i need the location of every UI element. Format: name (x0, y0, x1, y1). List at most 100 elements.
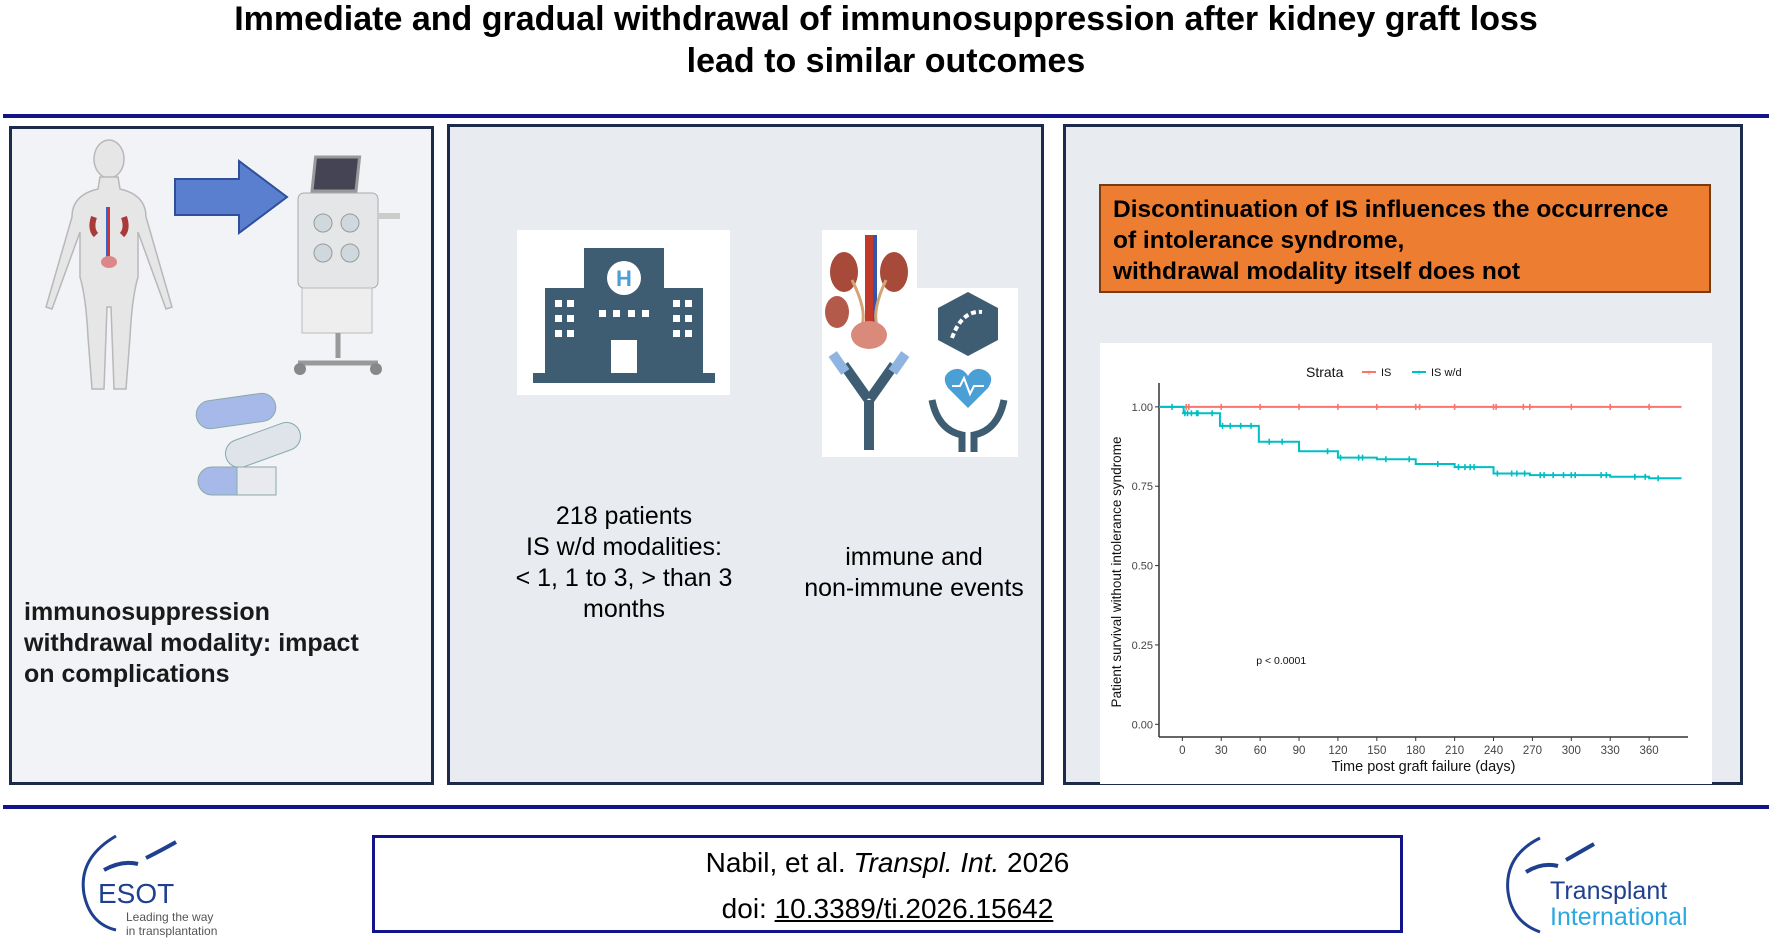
km-curve-is-w-d (1159, 405, 1682, 480)
title: Immediate and gradual withdrawal of immu… (0, 0, 1772, 82)
x-tick-label: 60 (1254, 745, 1267, 757)
x-tick-label: 0 (1179, 745, 1185, 757)
hospital-icon: H (517, 230, 730, 395)
esot-logo: ESOT Leading the way in transplantation (81, 834, 217, 938)
censor-mark (1568, 403, 1575, 410)
censor-mark (1461, 464, 1468, 471)
censor-mark (1279, 438, 1286, 445)
x-tick-label: 270 (1523, 745, 1542, 757)
censor-mark (1406, 456, 1413, 463)
panel-study-cohort: H (447, 124, 1044, 785)
svg-text:in transplantation: in transplantation (126, 924, 217, 938)
x-axis-label: Time post graft failure (days) (1332, 759, 1516, 775)
cohort-description: 218 patients IS w/d modalities: < 1, 1 t… (515, 502, 733, 623)
censor-mark (1521, 470, 1528, 477)
x-tick-label: 120 (1328, 745, 1347, 757)
key-finding-box: Discontinuation of IS influences the occ… (1099, 184, 1711, 293)
transplant-international-logo: Transplant International (1506, 836, 1688, 934)
censor-mark (1646, 403, 1653, 410)
censor-mark (1188, 410, 1195, 417)
censor-mark (1416, 403, 1423, 410)
censor-mark (1337, 454, 1344, 461)
organ-event-icons (822, 230, 1018, 457)
censor-mark (1560, 472, 1567, 479)
p-value-annotation: p < 0.0001 (1256, 655, 1306, 667)
legend-label-0: IS (1381, 367, 1391, 379)
censor-mark (1194, 410, 1201, 417)
x-tick-label: 180 (1406, 745, 1425, 757)
kidney-organs-icon (825, 235, 908, 349)
censor-mark (1257, 403, 1264, 410)
x-tick-label: 90 (1293, 745, 1306, 757)
censor-mark (1227, 422, 1234, 429)
legend-censor-mark-0: + (1366, 368, 1371, 378)
x-tick-label: 300 (1562, 745, 1581, 757)
censor-mark (1494, 470, 1501, 477)
censor-mark (1451, 403, 1458, 410)
heart-hands-icon (928, 368, 1008, 452)
censor-mark (1334, 403, 1341, 410)
censor-mark (1324, 448, 1331, 455)
censor-mark (1219, 422, 1226, 429)
y-tick-label: 0.25 (1132, 640, 1153, 652)
censor-mark (1455, 464, 1462, 471)
events-description: immune and non-immune events (804, 543, 1024, 602)
censor-mark (1520, 403, 1527, 410)
censor-mark (1572, 472, 1579, 479)
censor-mark (1266, 438, 1273, 445)
censor-mark (1471, 464, 1478, 471)
title-line-2: lead to similar outcomes (686, 42, 1086, 80)
doi-link[interactable]: 10.3389/ti.2026.15642 (774, 893, 1054, 924)
censor-mark (1598, 472, 1605, 479)
y-tick-label: 0.50 (1132, 561, 1153, 573)
svg-text:Transplant: Transplant (1550, 877, 1667, 905)
x-tick-label: 150 (1367, 745, 1386, 757)
legend-censor-mark-1: + (1416, 368, 1421, 378)
y-tick-label: 1.00 (1132, 402, 1153, 414)
censor-mark (1550, 472, 1557, 479)
censor-mark (1248, 422, 1255, 429)
censor-mark (1513, 470, 1520, 477)
censor-mark (1541, 472, 1548, 479)
censor-mark (1209, 410, 1216, 417)
censor-mark (1382, 456, 1389, 463)
censor-mark (1237, 422, 1244, 429)
censor-mark (1508, 470, 1515, 477)
km-survival-chart: 0.00 0.25 0.50 0.75 1.00 0 30 60 90 120 150 180 210 2… (1100, 343, 1712, 784)
virus-icon (938, 292, 998, 356)
y-axis-label: Patient survival without intolerance syn… (1109, 437, 1124, 708)
panel-results: Discontinuation of IS influences the occ… (1063, 124, 1743, 785)
panel-withdrawal-modality: immunosuppression withdrawal modality: i… (9, 126, 434, 785)
censor-mark (1655, 475, 1662, 482)
censor-mark (1185, 403, 1192, 410)
x-tick-label: 30 (1215, 745, 1228, 757)
censor-mark (1168, 403, 1175, 410)
censor-mark (1373, 403, 1380, 410)
svg-text:H: H (616, 266, 632, 291)
antibody-icon (828, 351, 910, 450)
legend-title: Strata (1306, 364, 1344, 380)
y-tick-label: 0.75 (1132, 481, 1153, 493)
doi-line: doi: 10.3389/ti.2026.15642 (721, 893, 1054, 924)
woman-kidney-icon (45, 139, 173, 390)
censor-mark (1218, 403, 1225, 410)
pills-icon (195, 392, 301, 496)
legend-label-1: IS w/d (1431, 367, 1462, 379)
arrow-right-icon (174, 159, 289, 235)
censor-mark (1434, 461, 1441, 468)
citation: Nabil, et al. Transpl. Int. 2026 (705, 847, 1070, 878)
censor-mark (1603, 472, 1610, 479)
top-divider (3, 114, 1769, 118)
censor-mark (1296, 403, 1303, 410)
y-tick-label: 0.00 (1132, 719, 1153, 731)
censor-mark (1493, 403, 1500, 410)
x-tick-label: 360 (1640, 745, 1659, 757)
svg-text:Leading the way: Leading the way (126, 910, 213, 924)
bottom-divider (3, 805, 1769, 809)
svg-text:International: International (1550, 903, 1688, 931)
citation-box: Nabil, et al. Transpl. Int. 2026 doi: 10… (372, 835, 1403, 933)
x-tick-label: 240 (1484, 745, 1503, 757)
censor-mark (1642, 473, 1649, 480)
title-line-1: Immediate and gradual withdrawal of immu… (234, 0, 1538, 38)
